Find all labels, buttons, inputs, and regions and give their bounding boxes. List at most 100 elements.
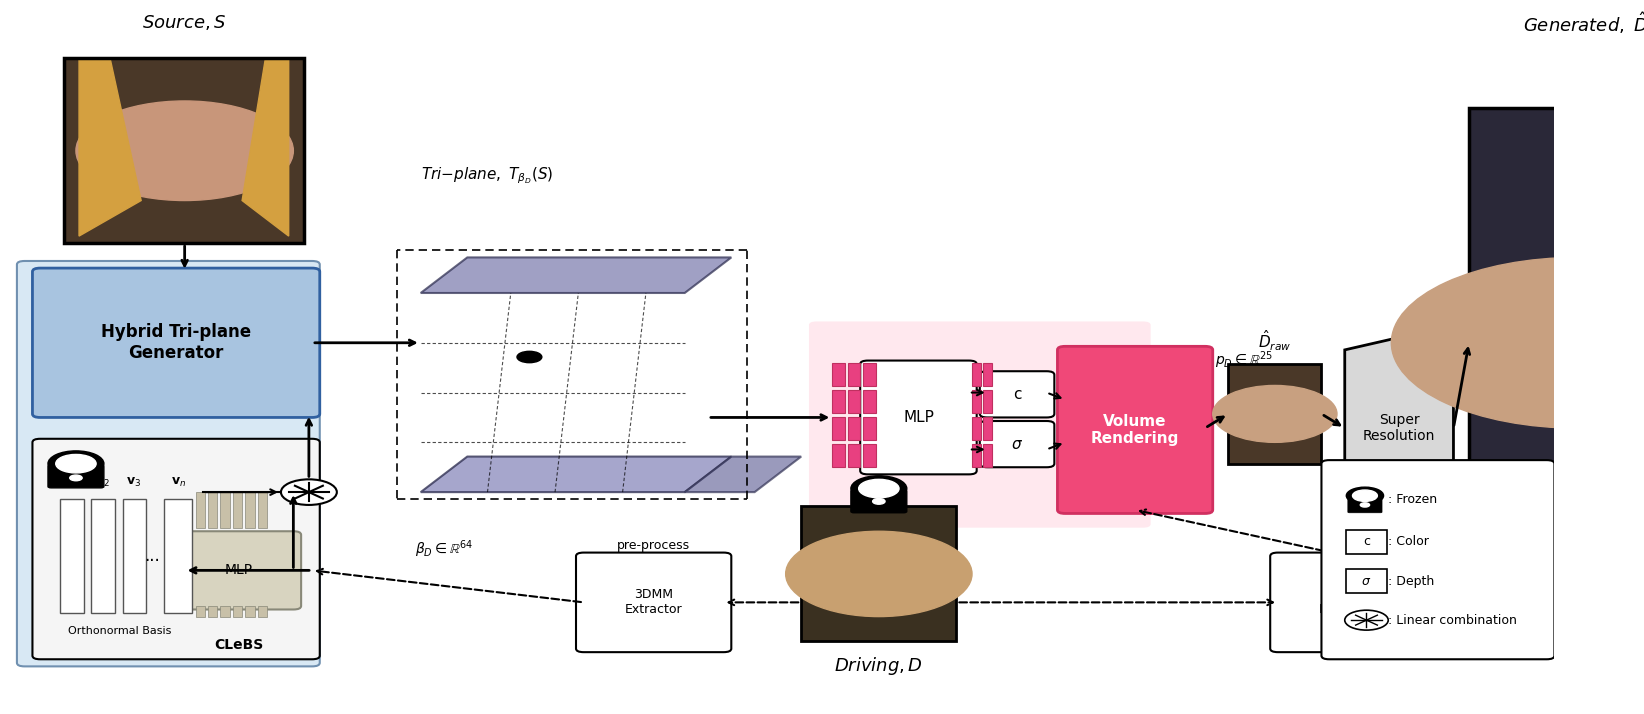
Text: ...: ... <box>145 547 159 565</box>
FancyBboxPatch shape <box>983 445 993 467</box>
FancyBboxPatch shape <box>33 439 319 659</box>
Circle shape <box>516 351 543 363</box>
FancyBboxPatch shape <box>852 490 907 513</box>
Text: CLeBS: CLeBS <box>214 638 263 652</box>
FancyBboxPatch shape <box>207 492 217 528</box>
Text: $\hat{D}_{raw}$: $\hat{D}_{raw}$ <box>1258 329 1292 353</box>
Text: $\sigma$: $\sigma$ <box>1361 575 1371 588</box>
FancyBboxPatch shape <box>1346 530 1386 554</box>
Circle shape <box>786 531 972 617</box>
FancyBboxPatch shape <box>1057 346 1213 513</box>
FancyBboxPatch shape <box>61 499 84 613</box>
FancyBboxPatch shape <box>220 606 230 617</box>
Text: $\it{Driving, D}$: $\it{Driving, D}$ <box>835 655 924 678</box>
Text: c: c <box>1013 387 1021 402</box>
Polygon shape <box>421 456 732 492</box>
Text: c: c <box>1363 536 1369 548</box>
FancyBboxPatch shape <box>233 606 242 617</box>
Text: $\it{Source, S}$: $\it{Source, S}$ <box>143 14 227 32</box>
Circle shape <box>1345 610 1388 630</box>
Text: Camera
Extractor: Camera Extractor <box>1318 588 1376 616</box>
FancyBboxPatch shape <box>972 445 981 467</box>
FancyBboxPatch shape <box>832 391 845 413</box>
Circle shape <box>1346 487 1384 504</box>
FancyBboxPatch shape <box>980 371 1054 418</box>
FancyBboxPatch shape <box>123 499 146 613</box>
FancyBboxPatch shape <box>1228 364 1322 463</box>
FancyBboxPatch shape <box>848 418 860 441</box>
FancyBboxPatch shape <box>832 418 845 441</box>
Circle shape <box>56 454 95 473</box>
FancyBboxPatch shape <box>164 499 192 613</box>
Text: $\sigma$: $\sigma$ <box>1011 437 1023 452</box>
Text: $p_D \in \mathbb{R}^{25}$: $p_D \in \mathbb{R}^{25}$ <box>1215 350 1272 371</box>
Text: $\mathbf{v}_1$: $\mathbf{v}_1$ <box>64 476 79 488</box>
FancyBboxPatch shape <box>575 553 732 652</box>
FancyBboxPatch shape <box>983 363 993 386</box>
Text: $\mathbf{v}_3$: $\mathbf{v}_3$ <box>127 476 141 488</box>
Circle shape <box>1360 503 1369 507</box>
Text: : Frozen: : Frozen <box>1388 493 1437 506</box>
Circle shape <box>1213 386 1337 443</box>
Polygon shape <box>1345 325 1453 535</box>
Circle shape <box>852 476 907 501</box>
Text: MLP: MLP <box>903 410 934 425</box>
FancyBboxPatch shape <box>1346 569 1386 593</box>
FancyBboxPatch shape <box>16 261 319 666</box>
Text: Volume
Rendering: Volume Rendering <box>1092 413 1179 446</box>
Text: pre-process: pre-process <box>616 539 690 552</box>
Text: : Color: : Color <box>1388 536 1429 548</box>
FancyBboxPatch shape <box>972 418 981 441</box>
FancyBboxPatch shape <box>220 492 230 528</box>
FancyBboxPatch shape <box>832 363 845 386</box>
FancyBboxPatch shape <box>92 499 115 613</box>
Circle shape <box>76 101 293 201</box>
FancyBboxPatch shape <box>233 492 242 528</box>
Text: $\beta_D \in \mathbb{R}^{64}$: $\beta_D \in \mathbb{R}^{64}$ <box>414 538 473 560</box>
FancyBboxPatch shape <box>980 421 1054 467</box>
Circle shape <box>1391 258 1644 428</box>
Text: $\it{Tri\mathrm{-}plane,}$ $T_{\beta_D}(S)$: $\it{Tri\mathrm{-}plane,}$ $T_{\beta_D}(… <box>421 166 552 186</box>
FancyBboxPatch shape <box>848 363 860 386</box>
Text: Super
Resolution: Super Resolution <box>1363 413 1435 443</box>
Circle shape <box>69 475 82 481</box>
FancyBboxPatch shape <box>983 391 993 413</box>
FancyBboxPatch shape <box>64 59 304 243</box>
Text: MLP: MLP <box>225 563 253 578</box>
FancyBboxPatch shape <box>258 492 266 528</box>
Polygon shape <box>684 456 801 492</box>
FancyBboxPatch shape <box>196 492 206 528</box>
Polygon shape <box>79 59 141 236</box>
FancyBboxPatch shape <box>863 445 876 467</box>
FancyBboxPatch shape <box>801 506 957 641</box>
FancyBboxPatch shape <box>1348 497 1383 513</box>
Text: : Depth: : Depth <box>1388 575 1435 588</box>
FancyBboxPatch shape <box>809 321 1151 528</box>
FancyBboxPatch shape <box>1271 553 1425 652</box>
Circle shape <box>48 451 104 476</box>
FancyBboxPatch shape <box>33 268 319 418</box>
FancyBboxPatch shape <box>48 465 104 488</box>
FancyBboxPatch shape <box>832 445 845 467</box>
Text: Orthonormal Basis: Orthonormal Basis <box>67 625 171 636</box>
FancyBboxPatch shape <box>863 363 876 386</box>
Text: Hybrid Tri-plane
Generator: Hybrid Tri-plane Generator <box>100 323 252 362</box>
Circle shape <box>281 479 337 505</box>
Polygon shape <box>421 258 732 293</box>
FancyBboxPatch shape <box>860 361 977 474</box>
FancyBboxPatch shape <box>848 391 860 413</box>
Text: : Linear combination: : Linear combination <box>1388 613 1517 627</box>
FancyBboxPatch shape <box>863 418 876 441</box>
Circle shape <box>858 479 899 498</box>
FancyBboxPatch shape <box>848 445 860 467</box>
FancyBboxPatch shape <box>983 418 993 441</box>
Text: $\mathbf{v}_2$: $\mathbf{v}_2$ <box>95 476 110 488</box>
FancyBboxPatch shape <box>207 606 217 617</box>
FancyBboxPatch shape <box>863 391 876 413</box>
FancyBboxPatch shape <box>178 531 301 610</box>
FancyBboxPatch shape <box>1322 460 1555 659</box>
Polygon shape <box>242 59 289 236</box>
FancyBboxPatch shape <box>196 606 206 617</box>
Text: $\it{Generated,}$ $\hat{D}$: $\it{Generated,}$ $\hat{D}$ <box>1522 10 1644 36</box>
FancyBboxPatch shape <box>258 606 266 617</box>
